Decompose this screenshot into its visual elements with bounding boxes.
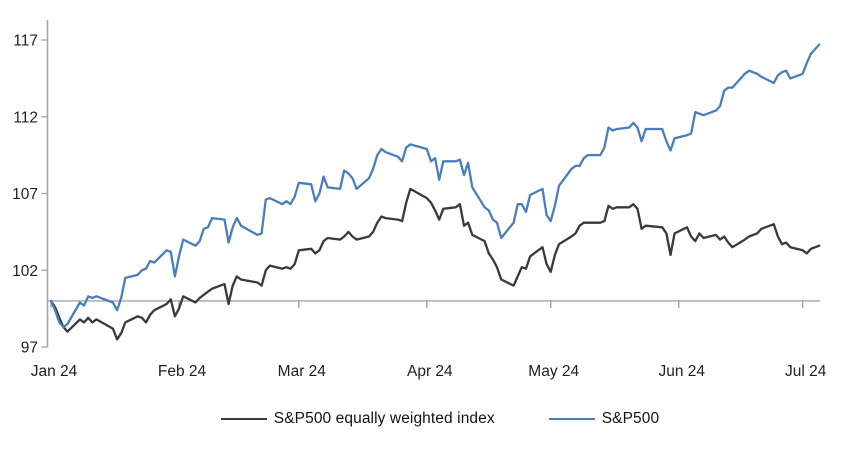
x-axis-tick-label: Jan 24 <box>31 363 78 380</box>
x-axis-tick-label: Mar 24 <box>278 363 327 380</box>
legend-item-sp500: S&P500 <box>548 410 660 428</box>
chart-legend: S&P500 equally weighted index S&P500 <box>0 410 852 428</box>
y-axis-tick-label: 112 <box>13 109 38 126</box>
x-axis-tick-label: Feb 24 <box>158 363 207 380</box>
y-axis-tick-label: 97 <box>21 340 38 357</box>
y-axis-tick-label: 117 <box>13 33 38 50</box>
legend-label-sp500: S&P500 <box>601 410 660 427</box>
x-axis-tick-label: Jul 24 <box>785 363 827 380</box>
y-axis-tick-label: 107 <box>12 186 38 203</box>
legend-label-equal-weight: S&P500 equally weighted index <box>273 410 495 427</box>
legend-item-equal-weight: S&P500 equally weighted index <box>220 410 495 428</box>
x-axis-tick-label: Jun 24 <box>658 363 705 380</box>
equal-weight-line-swatch <box>220 418 267 420</box>
sp500-line <box>49 43 821 329</box>
y-axis-tick-label: 102 <box>12 263 38 280</box>
x-axis-tick-label: Apr 24 <box>407 363 453 380</box>
sp500-line-swatch <box>548 418 595 420</box>
equal-weight-index-line <box>49 187 821 341</box>
line-chart-canvas: 97 102 107 112 117 Jan 24 Feb 24 Mar 24 Apr 24 Ma… <box>12 20 827 380</box>
x-axis-tick-label: May 24 <box>528 363 579 380</box>
